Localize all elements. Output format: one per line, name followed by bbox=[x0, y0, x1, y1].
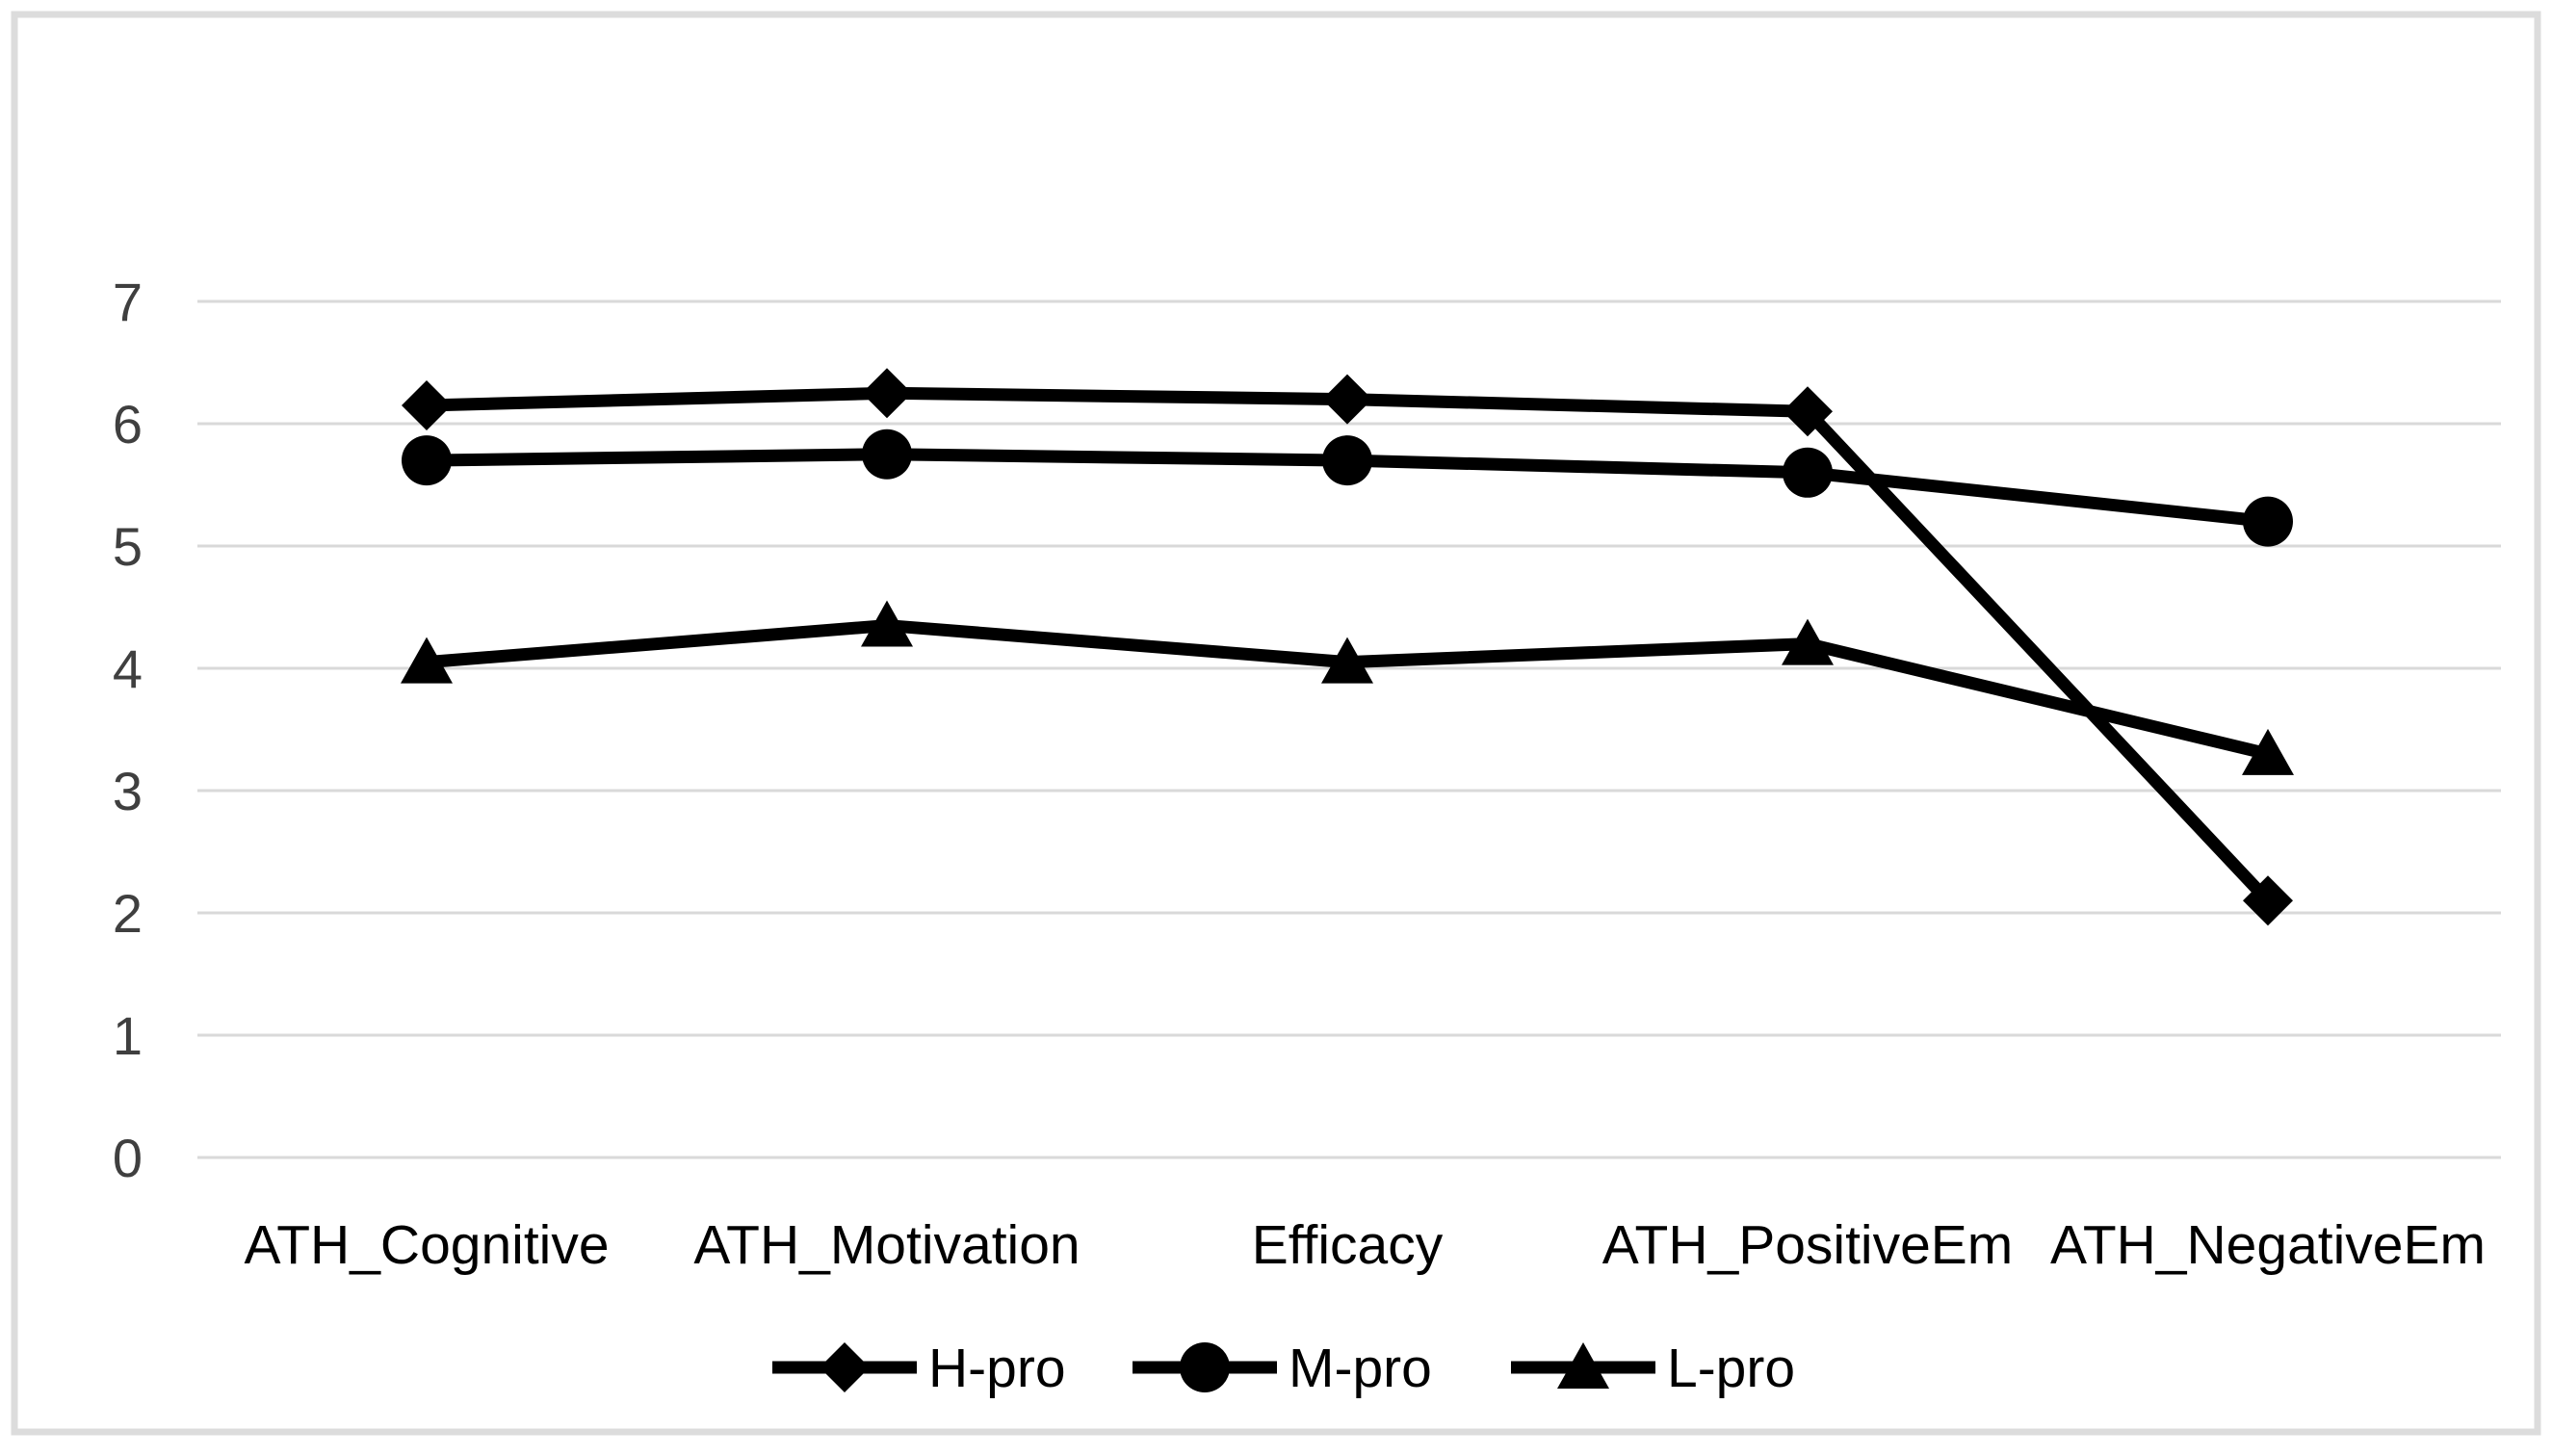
series-marker-M-pro bbox=[1783, 447, 1833, 498]
series-marker-L-pro bbox=[861, 600, 913, 647]
legend-marker-L-pro bbox=[1557, 1342, 1609, 1389]
x-axis-category-label: ATH_NegativeEm bbox=[2050, 1214, 2486, 1276]
series-marker-L-pro bbox=[401, 637, 453, 684]
y-axis-tick-label: 1 bbox=[113, 1005, 143, 1066]
y-axis-tick-label: 4 bbox=[113, 638, 143, 699]
x-axis-category-label: ATH_Motivation bbox=[693, 1214, 1080, 1276]
chart-frame bbox=[11, 11, 2541, 1436]
y-axis-tick-label: 0 bbox=[113, 1128, 143, 1188]
legend-marker-H-pro bbox=[820, 1342, 870, 1392]
legend-label: L-pro bbox=[1667, 1338, 1795, 1399]
series-marker-M-pro bbox=[402, 435, 452, 486]
legend-label: H-pro bbox=[928, 1338, 1066, 1399]
series-marker-H-pro bbox=[1783, 386, 1833, 437]
series-marker-L-pro bbox=[1321, 637, 1373, 684]
legend-label: M-pro bbox=[1289, 1338, 1432, 1399]
x-axis-category-label: ATH_Cognitive bbox=[244, 1214, 609, 1276]
series-marker-M-pro bbox=[1322, 435, 1372, 486]
y-axis-tick-label: 5 bbox=[113, 516, 143, 577]
y-axis-tick-label: 6 bbox=[113, 394, 143, 455]
series-marker-H-pro bbox=[1322, 374, 1372, 425]
series-marker-L-pro bbox=[2242, 728, 2294, 775]
series-marker-H-pro bbox=[862, 368, 912, 419]
series-marker-M-pro bbox=[2243, 496, 2293, 547]
legend-marker-M-pro bbox=[1180, 1342, 1230, 1392]
series-marker-M-pro bbox=[862, 429, 912, 480]
y-axis-tick-label: 2 bbox=[113, 883, 143, 944]
series-marker-L-pro bbox=[1782, 618, 1834, 665]
series-marker-H-pro bbox=[402, 379, 452, 430]
y-axis-tick-label: 7 bbox=[113, 272, 143, 332]
x-axis-category-label: Efficacy bbox=[1252, 1214, 1444, 1276]
x-axis-category-label: ATH_PositiveEm bbox=[1602, 1214, 2014, 1276]
series-marker-H-pro bbox=[2243, 875, 2293, 926]
y-axis-tick-label: 3 bbox=[113, 761, 143, 821]
